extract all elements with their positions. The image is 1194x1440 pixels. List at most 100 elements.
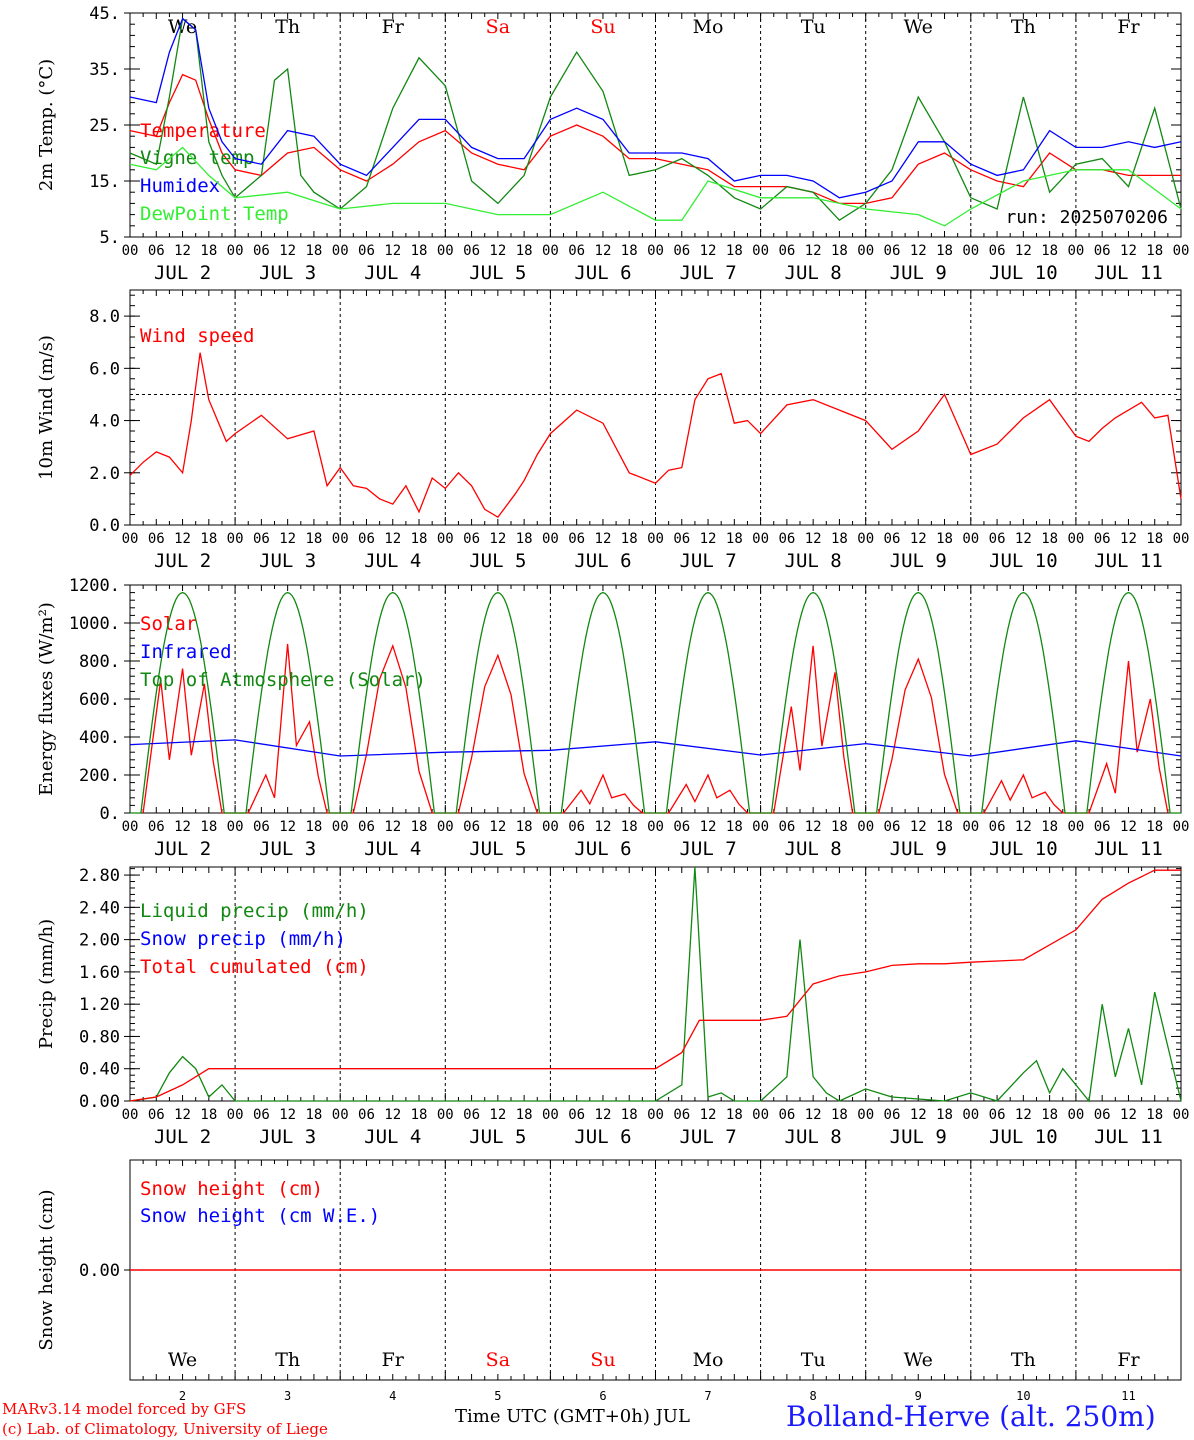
- hour-tick-label: 18: [200, 243, 217, 259]
- hour-tick-label: 18: [936, 531, 953, 547]
- weekday-label: Sa: [486, 16, 510, 38]
- hour-tick-label: 00: [332, 531, 349, 547]
- hour-tick-label: 00: [1067, 531, 1084, 547]
- hour-tick-label: 12: [384, 1107, 401, 1123]
- hour-tick-label: 12: [279, 819, 296, 835]
- hour-tick-label: 00: [122, 1107, 139, 1123]
- date-label: JUL 2: [154, 838, 211, 860]
- hour-tick-label: 18: [1146, 819, 1163, 835]
- date-label: JUL 2: [154, 262, 211, 284]
- hour-tick-label: 06: [1094, 1107, 1111, 1123]
- legend-entry: Humidex: [140, 175, 220, 197]
- series-line: [129, 352, 1182, 519]
- weekday-label: Su: [590, 1349, 615, 1371]
- y-tick-label: 1200.: [69, 576, 120, 596]
- hour-tick-label: 06: [463, 243, 480, 259]
- hour-tick-label: 06: [1094, 243, 1111, 259]
- hour-tick-label: 12: [1015, 531, 1032, 547]
- hour-tick-label: 00: [227, 819, 244, 835]
- date-label: JUL 6: [574, 262, 631, 284]
- weekday-label: Fr: [382, 1349, 405, 1371]
- y-tick-label: 0.0: [89, 516, 120, 536]
- weekday-label: Th: [1011, 1349, 1036, 1371]
- hour-tick-label: 06: [884, 819, 901, 835]
- date-label: JUL 6: [574, 1126, 631, 1148]
- date-label: JUL 2: [154, 1126, 211, 1148]
- hour-tick-label: 12: [1015, 243, 1032, 259]
- legend-entry: Top of Atmosphere (Solar): [140, 669, 426, 691]
- y-tick-label: 200.: [79, 766, 120, 786]
- hour-tick-label: 06: [358, 243, 375, 259]
- day-number: 5: [494, 1389, 501, 1403]
- hour-tick-label: 00: [1067, 1107, 1084, 1123]
- model-credit: MARv3.14 model forced by GFS: [2, 1400, 247, 1418]
- hour-tick-label: 12: [174, 243, 191, 259]
- date-label: JUL 11: [1094, 262, 1163, 284]
- hour-tick-label: 12: [595, 819, 612, 835]
- date-label: JUL 3: [259, 262, 316, 284]
- y-tick-label: 2.40: [79, 898, 120, 918]
- hour-tick-label: 12: [489, 531, 506, 547]
- weekday-label: We: [904, 16, 933, 38]
- legend-entry: Liquid precip (mm/h): [140, 900, 369, 922]
- hour-tick-label: 06: [989, 531, 1006, 547]
- hour-tick-label: 06: [148, 531, 165, 547]
- y-tick-label: 4.0: [89, 412, 120, 432]
- hour-tick-label: 00: [1067, 819, 1084, 835]
- hour-tick-label: 00: [227, 243, 244, 259]
- hour-tick-label: 06: [358, 1107, 375, 1123]
- y-tick-label: 2.0: [89, 464, 120, 484]
- hour-tick-label: 00: [437, 243, 454, 259]
- hour-tick-label: 06: [253, 243, 270, 259]
- date-label: JUL 4: [364, 262, 421, 284]
- date-label: JUL 10: [989, 550, 1058, 572]
- y-tick-label: 800.: [79, 652, 120, 672]
- series-line: [129, 17, 1182, 222]
- day-number: 9: [915, 1389, 922, 1403]
- weekday-label: Sa: [486, 1349, 510, 1371]
- hour-tick-label: 18: [621, 819, 638, 835]
- hour-tick-label: 18: [621, 243, 638, 259]
- day-number: 4: [389, 1389, 396, 1403]
- hour-tick-label: 00: [752, 531, 769, 547]
- legend-entry: Infrared: [140, 641, 232, 663]
- hour-tick-label: 18: [411, 243, 428, 259]
- hour-tick-label: 00: [752, 1107, 769, 1123]
- series-line: [129, 866, 1182, 1103]
- hour-tick-label: 06: [989, 243, 1006, 259]
- weekday-label: Mo: [693, 1349, 724, 1371]
- day-number: 11: [1121, 1389, 1135, 1403]
- run-label: run: 2025070206: [1005, 207, 1168, 228]
- hour-tick-label: 12: [174, 531, 191, 547]
- date-label: JUL 6: [574, 550, 631, 572]
- hour-tick-label: 00: [122, 243, 139, 259]
- hour-tick-label: 06: [358, 819, 375, 835]
- hour-tick-label: 12: [805, 1107, 822, 1123]
- hour-tick-label: 06: [884, 531, 901, 547]
- hour-tick-label: 12: [805, 819, 822, 835]
- hour-tick-label: 06: [673, 531, 690, 547]
- y-tick-label: 0.00: [79, 1092, 120, 1112]
- y-axis-title: 10m Wind (m/s): [36, 335, 57, 480]
- hour-tick-label: 18: [621, 531, 638, 547]
- y-tick-label: 45.: [89, 4, 120, 24]
- y-tick-label: 5.: [100, 228, 120, 248]
- hour-tick-label: 12: [1120, 243, 1137, 259]
- hour-tick-label: 06: [989, 819, 1006, 835]
- hour-tick-label: 12: [595, 531, 612, 547]
- hour-tick-label: 06: [148, 819, 165, 835]
- hour-tick-label: 06: [1094, 819, 1111, 835]
- hour-tick-label: 12: [910, 531, 927, 547]
- hour-tick-label: 18: [516, 243, 533, 259]
- hour-tick-label: 00: [437, 1107, 454, 1123]
- date-label: JUL 7: [679, 550, 736, 572]
- hour-tick-label: 06: [568, 531, 585, 547]
- weekday-label: Th: [275, 1349, 300, 1371]
- hour-tick-label: 18: [726, 1107, 743, 1123]
- date-label: JUL 5: [469, 262, 526, 284]
- hour-tick-label: 18: [1041, 243, 1058, 259]
- hour-tick-label: 06: [358, 531, 375, 547]
- hour-tick-label: 18: [1146, 531, 1163, 547]
- hour-tick-label: 12: [700, 531, 717, 547]
- hour-tick-label: 00: [1173, 531, 1190, 547]
